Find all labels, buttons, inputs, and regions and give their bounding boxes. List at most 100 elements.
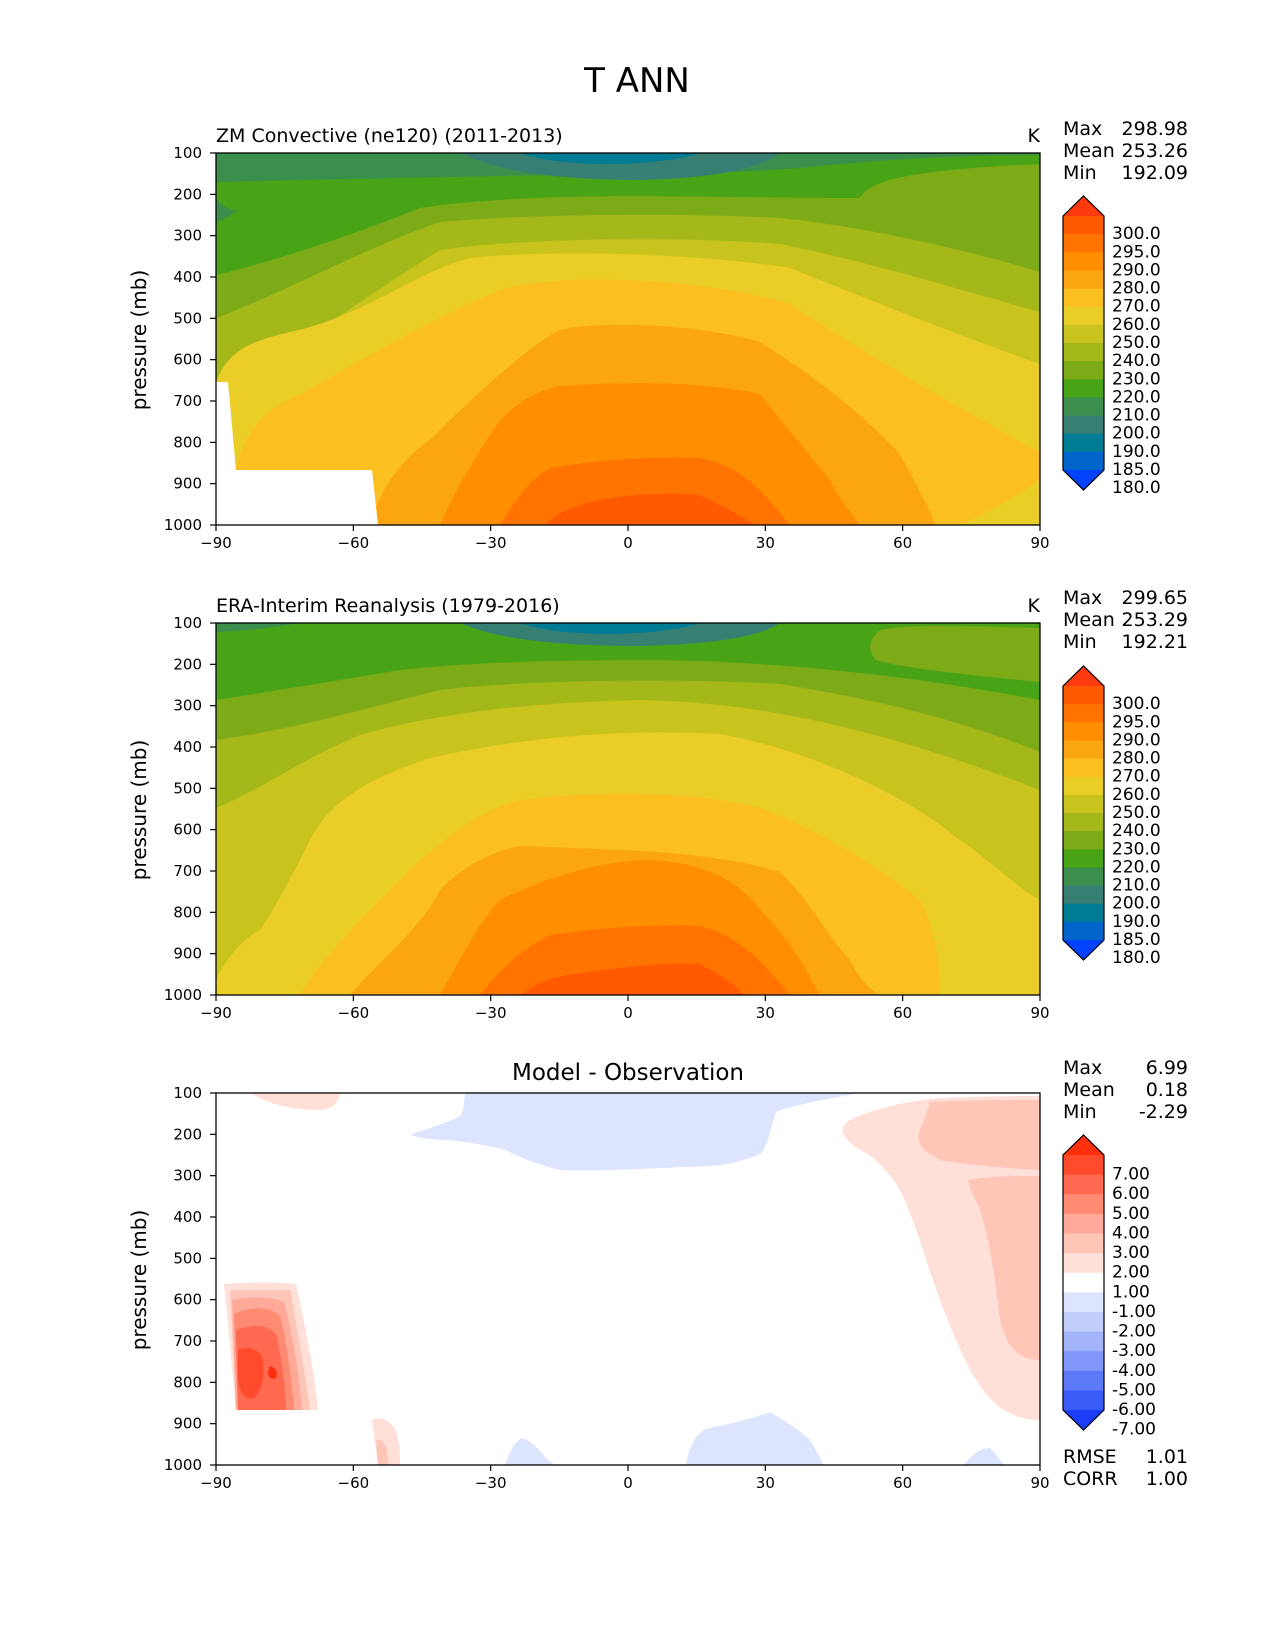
stat-mean: 0.18: [1146, 1079, 1188, 1101]
colorbar-label: 1.00: [1112, 1282, 1150, 1302]
x-tick-label: 0: [623, 534, 633, 552]
x-tick-label: 90: [1030, 1004, 1049, 1022]
colorbar-label: 250.0: [1112, 803, 1161, 823]
units-label: K: [1028, 125, 1041, 147]
colorbar-extend-min: [1063, 940, 1104, 960]
x-tick-label: 30: [756, 1474, 775, 1492]
panel-observation: ERA-Interim Reanalysis (1979-2016) K pre…: [127, 587, 1188, 1022]
colorbar-band: [1063, 343, 1104, 362]
colorbar-band: [1063, 849, 1104, 868]
colorbar-band: [1063, 1213, 1104, 1234]
y-tick-label: 200: [173, 185, 202, 203]
colorbar-band: [1063, 831, 1104, 850]
y-tick-label: 100: [173, 614, 202, 632]
x-tick-label: 0: [623, 1474, 633, 1492]
y-tick-label: 200: [173, 655, 202, 673]
colorbar-band: [1063, 704, 1104, 723]
colorbar-label: -5.00: [1112, 1380, 1156, 1400]
x-tick-label: −60: [338, 1004, 370, 1022]
y-tick-label: 1000: [164, 1456, 202, 1474]
colorbar-band: [1063, 1292, 1104, 1313]
stat-min-label: Min: [1063, 162, 1097, 184]
colorbar: 300.0295.0290.0280.0270.0260.0250.0240.0…: [1062, 665, 1161, 968]
colorbar-label: -6.00: [1112, 1400, 1156, 1420]
colorbar-band: [1063, 758, 1104, 778]
y-axis-label: pressure (mb): [127, 1210, 151, 1351]
colorbar-label: 185.0: [1112, 460, 1161, 480]
colorbar-band: [1063, 921, 1104, 941]
y-tick-label: 100: [173, 1084, 202, 1102]
colorbar-band: [1063, 1155, 1104, 1176]
colorbar-label: 3.00: [1112, 1243, 1150, 1263]
y-tick-label: 500: [173, 1249, 202, 1267]
colorbar-band: [1063, 722, 1104, 741]
x-tick-label: −60: [338, 534, 370, 552]
y-tick-label: 600: [173, 351, 202, 369]
colorbar-band: [1063, 270, 1104, 290]
rmse-value: 1.01: [1146, 1446, 1188, 1468]
colorbar-label: 4.00: [1112, 1223, 1150, 1243]
y-tick-label: 600: [173, 1291, 202, 1309]
colorbar-label: 2.00: [1112, 1263, 1150, 1283]
y-tick-label: 900: [173, 475, 202, 493]
colorbar-band: [1063, 867, 1104, 887]
y-tick-label: 300: [173, 697, 202, 715]
colorbar-extend-max: [1063, 666, 1104, 686]
y-tick-label: 800: [173, 903, 202, 921]
colorbar-label: 230.0: [1112, 839, 1161, 859]
panel-title: ZM Convective (ne120) (2011-2013): [216, 125, 563, 147]
stat-min: 192.09: [1122, 162, 1188, 184]
colorbar-band: [1063, 234, 1104, 253]
colorbar: 7.006.005.004.003.002.001.00-1.00-2.00-3…: [1062, 1134, 1156, 1440]
x-tick-label: 60: [893, 1004, 912, 1022]
colorbar-band: [1063, 686, 1104, 705]
y-tick-label: 1000: [164, 986, 202, 1004]
y-tick-label: 800: [173, 1373, 202, 1391]
colorbar-band: [1063, 813, 1104, 832]
colorbar-label: 7.00: [1112, 1165, 1150, 1185]
colorbar-label: 260.0: [1112, 315, 1161, 335]
x-ticks: −90 −60 −30 0 30 60 90: [200, 1465, 1050, 1492]
colorbar-label: 295.0: [1112, 242, 1161, 262]
colorbar-extend-max: [1063, 196, 1104, 216]
y-tick-label: 400: [173, 738, 202, 756]
colorbar-band: [1063, 740, 1104, 760]
colorbar-band: [1063, 1351, 1104, 1372]
colorbar-label: 300.0: [1112, 224, 1161, 244]
colorbar-label: 230.0: [1112, 369, 1161, 389]
stat-mean-label: Mean: [1063, 140, 1115, 162]
x-tick-label: 60: [893, 534, 912, 552]
colorbar-band: [1063, 1331, 1104, 1352]
x-ticks: −90 −60 −30 0 30 60 90: [200, 995, 1050, 1022]
colorbar-band: [1063, 361, 1104, 380]
stat-max-label: Max: [1063, 1057, 1102, 1079]
colorbar-band: [1063, 1233, 1104, 1254]
x-tick-label: 30: [756, 534, 775, 552]
x-tick-label: −60: [338, 1474, 370, 1492]
colorbar-label: 300.0: [1112, 694, 1161, 714]
stat-max: 6.99: [1146, 1057, 1188, 1079]
y-tick-label: 500: [173, 309, 202, 327]
colorbar-label: 270.0: [1112, 297, 1161, 317]
colorbar-label: 270.0: [1112, 767, 1161, 787]
y-tick-label: 500: [173, 779, 202, 797]
stat-max-label: Max: [1063, 118, 1102, 140]
x-tick-label: 90: [1030, 534, 1049, 552]
stat-max-label: Max: [1063, 587, 1102, 609]
colorbar-label: 290.0: [1112, 730, 1161, 750]
colorbar-label: 210.0: [1112, 406, 1161, 426]
error-stats: RMSE 1.01 CORR 1.00: [1063, 1446, 1188, 1490]
y-tick-label: 400: [173, 268, 202, 286]
colorbar-band: [1063, 324, 1104, 344]
colorbar: 300.0295.0290.0280.0270.0260.0250.0240.0…: [1062, 195, 1161, 498]
colorbar-band: [1063, 1370, 1104, 1391]
colorbar-label: 210.0: [1112, 876, 1161, 896]
colorbar-outline: [1062, 1134, 1105, 1431]
colorbar-label: 280.0: [1112, 749, 1161, 769]
colorbar-label: 5.00: [1112, 1204, 1150, 1224]
x-tick-label: 60: [893, 1474, 912, 1492]
y-tick-label: 300: [173, 1167, 202, 1185]
y-tick-label: 800: [173, 433, 202, 451]
y-ticks: 100 200 300 400 500 600 700 800 900 1000: [164, 1084, 216, 1474]
x-tick-label: −90: [200, 534, 232, 552]
